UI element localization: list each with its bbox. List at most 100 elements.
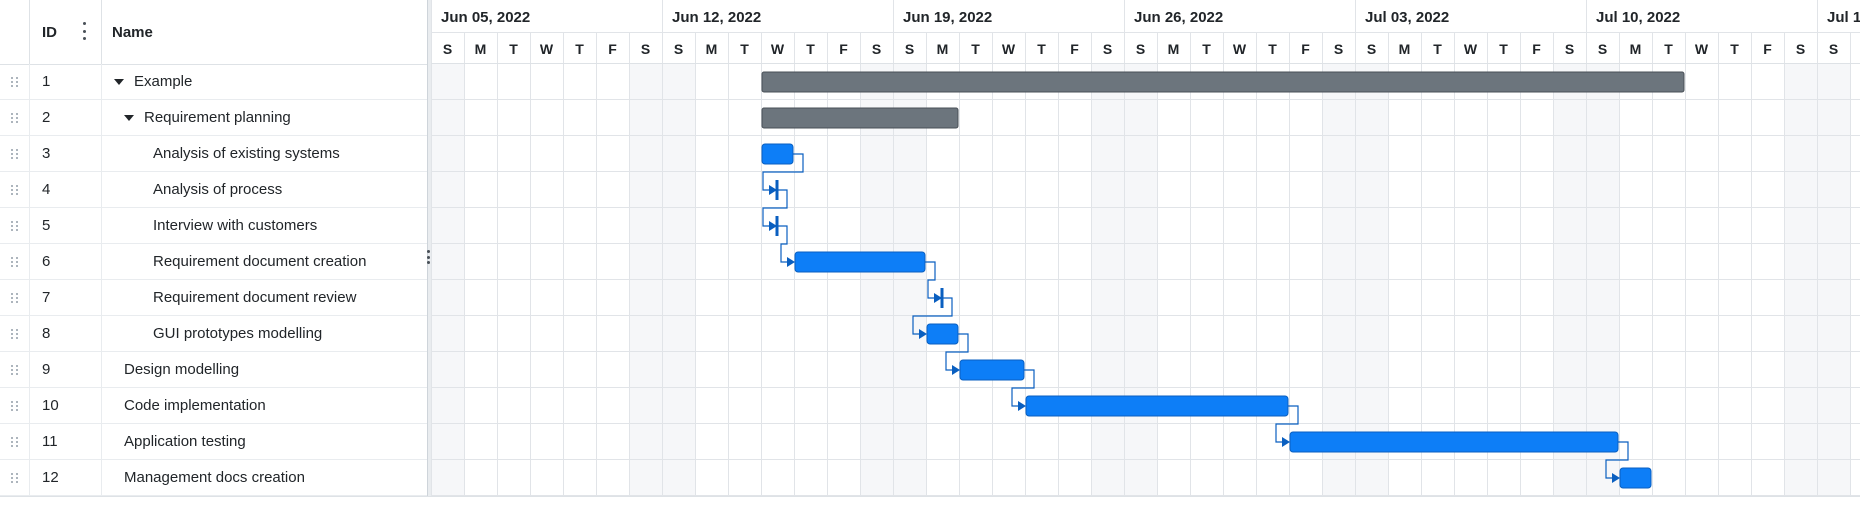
task-row[interactable]: 5 Interview with customers	[0, 208, 427, 244]
task-name-cell[interactable]: Example	[102, 64, 427, 99]
day-letter: T	[1202, 41, 1211, 57]
task-id: 2	[42, 109, 51, 126]
dependency-link[interactable]	[1011, 369, 1035, 407]
row-drag-handle-icon[interactable]	[0, 244, 30, 279]
day-letter: S	[1367, 41, 1376, 57]
task-name: Code implementation	[124, 397, 266, 414]
dependency-link[interactable]	[777, 225, 788, 263]
task-name-cell[interactable]: Requirement document review	[102, 280, 427, 315]
day-letter: W	[1464, 41, 1478, 57]
task-name: Management docs creation	[124, 469, 305, 486]
task-bar[interactable]	[1619, 467, 1652, 489]
task-id: 1	[42, 73, 51, 90]
day-letter: F	[1532, 41, 1541, 57]
dependency-link[interactable]	[1605, 441, 1629, 479]
task-name-cell[interactable]: Requirement document creation	[102, 244, 427, 279]
task-name-cell[interactable]: Analysis of existing systems	[102, 136, 427, 171]
summary-bar[interactable]	[761, 71, 1685, 93]
day-letter: T	[1499, 41, 1508, 57]
row-drag-handle-icon[interactable]	[0, 136, 30, 171]
task-name-cell[interactable]: Application testing	[102, 424, 427, 459]
dependency-link[interactable]	[925, 261, 936, 299]
row-drag-handle-icon[interactable]	[0, 460, 30, 495]
row-drag-handle-icon[interactable]	[0, 388, 30, 423]
task-name-cell[interactable]: Management docs creation	[102, 460, 427, 495]
day-letter: T	[1730, 41, 1739, 57]
task-id-cell[interactable]: 2	[30, 100, 102, 135]
task-row[interactable]: 1 Example	[0, 64, 427, 100]
task-name-cell[interactable]: Design modelling	[102, 352, 427, 387]
day-letter: S	[1103, 41, 1112, 57]
row-drag-handle-icon[interactable]	[0, 280, 30, 315]
task-bar[interactable]	[959, 359, 1025, 381]
dependency-link[interactable]	[912, 297, 953, 335]
task-id-cell[interactable]: 6	[30, 244, 102, 279]
task-row[interactable]: 4 Analysis of process	[0, 172, 427, 208]
collapse-caret-icon[interactable]	[124, 114, 134, 121]
task-name-cell[interactable]: Analysis of process	[102, 172, 427, 207]
task-row[interactable]: 12 Management docs creation	[0, 460, 427, 496]
task-row[interactable]: 3 Analysis of existing systems	[0, 136, 427, 172]
day-letter: S	[872, 41, 881, 57]
day-letter: S	[1796, 41, 1805, 57]
task-bar[interactable]	[1289, 431, 1619, 453]
task-bar[interactable]	[926, 323, 959, 345]
column-menu-icon[interactable]	[80, 22, 88, 40]
task-id-cell[interactable]: 1	[30, 64, 102, 99]
task-bar[interactable]	[761, 143, 794, 165]
dependency-arrow-icon	[787, 257, 795, 267]
handle-column-header	[0, 0, 30, 64]
task-name: Example	[134, 73, 193, 90]
task-id-cell[interactable]: 10	[30, 388, 102, 423]
collapse-caret-icon[interactable]	[114, 78, 124, 85]
dependency-link[interactable]	[762, 189, 788, 227]
dependency-link[interactable]	[1275, 405, 1299, 443]
horizontal-scrollbar[interactable]	[0, 496, 1860, 515]
id-column-header[interactable]: ID	[30, 0, 102, 64]
summary-bar[interactable]	[761, 107, 959, 129]
task-id-cell[interactable]: 8	[30, 316, 102, 351]
task-row[interactable]: 9 Design modelling	[0, 352, 427, 388]
row-drag-handle-icon[interactable]	[0, 64, 30, 99]
name-column-header[interactable]: Name	[102, 0, 427, 64]
task-id-cell[interactable]: 4	[30, 172, 102, 207]
task-row[interactable]: 7 Requirement document review	[0, 280, 427, 316]
task-name-cell[interactable]: Interview with customers	[102, 208, 427, 243]
task-id: 4	[42, 181, 51, 198]
task-row[interactable]: 8 GUI prototypes modelling	[0, 316, 427, 352]
task-id: 10	[42, 397, 59, 414]
day-letter: F	[608, 41, 617, 57]
dependency-link[interactable]	[762, 153, 804, 191]
row-drag-handle-icon[interactable]	[0, 100, 30, 135]
task-id-cell[interactable]: 9	[30, 352, 102, 387]
row-drag-handle-icon[interactable]	[0, 172, 30, 207]
task-id-cell[interactable]: 3	[30, 136, 102, 171]
task-name-cell[interactable]: Requirement planning	[102, 100, 427, 135]
task-name-cell[interactable]: Code implementation	[102, 388, 427, 423]
task-bar[interactable]	[1025, 395, 1289, 417]
task-id: 7	[42, 289, 51, 306]
task-row[interactable]: 2 Requirement planning	[0, 100, 427, 136]
task-row[interactable]: 11 Application testing	[0, 424, 427, 460]
task-id-cell[interactable]: 11	[30, 424, 102, 459]
task-row[interactable]: 10 Code implementation	[0, 388, 427, 424]
row-drag-handle-icon[interactable]	[0, 352, 30, 387]
task-bar[interactable]	[794, 251, 926, 273]
task-id-cell[interactable]: 12	[30, 460, 102, 495]
splitter-grip-icon[interactable]	[426, 250, 430, 264]
row-drag-handle-icon[interactable]	[0, 316, 30, 351]
week-label: Jun 12, 2022	[672, 9, 761, 26]
task-name-cell[interactable]: GUI prototypes modelling	[102, 316, 427, 351]
task-id-cell[interactable]: 7	[30, 280, 102, 315]
grid-splitter[interactable]	[426, 0, 431, 514]
task-id: 8	[42, 325, 51, 342]
day-letter: T	[1664, 41, 1673, 57]
row-drag-handle-icon[interactable]	[0, 208, 30, 243]
task-id: 5	[42, 217, 51, 234]
dependency-link[interactable]	[945, 333, 969, 371]
row-drag-handle-icon[interactable]	[0, 424, 30, 459]
task-name: Analysis of process	[153, 181, 283, 198]
task-id-cell[interactable]: 5	[30, 208, 102, 243]
task-row[interactable]: 6 Requirement document creation	[0, 244, 427, 280]
task-id: 6	[42, 253, 51, 270]
